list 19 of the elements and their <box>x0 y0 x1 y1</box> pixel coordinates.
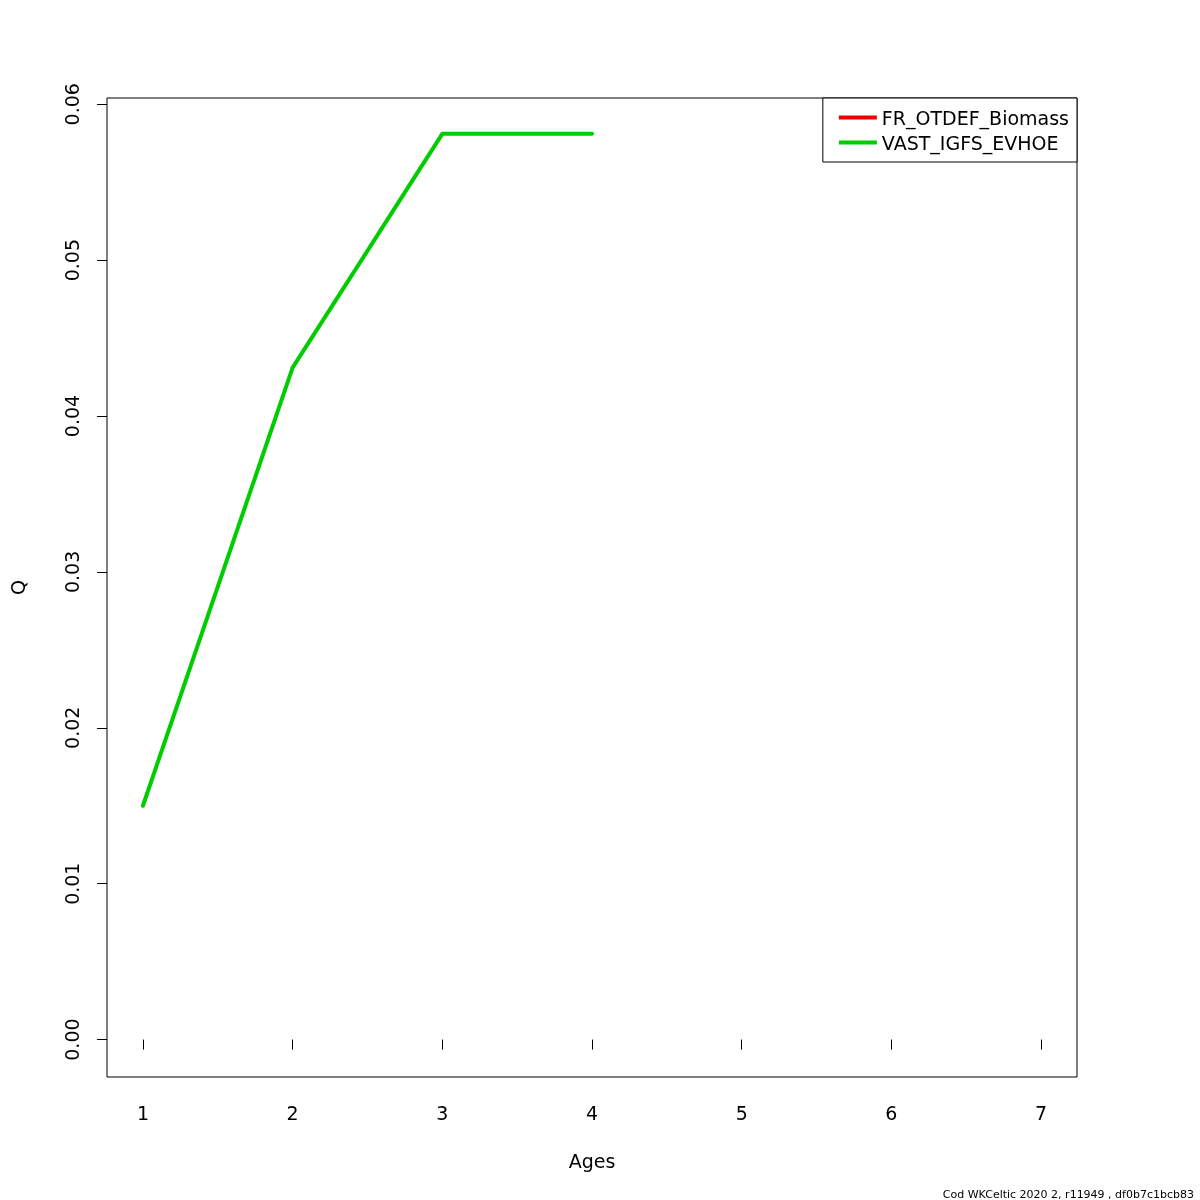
y-tick-label: 0.02 <box>60 706 83 749</box>
y-tick-label: 0.05 <box>60 238 83 282</box>
x-tick-label: 3 <box>436 1101 449 1124</box>
x-tick-label: 7 <box>1035 1101 1048 1124</box>
y-tick-label: 0.04 <box>60 394 83 438</box>
x-axis-title: Ages <box>568 1149 616 1172</box>
x-tick-label: 1 <box>136 1101 149 1124</box>
x-tick-label: 5 <box>735 1101 748 1124</box>
text: Cod WKCeltic 2020 2, r11949 , df0b7c1bcb83 <box>942 1188 1195 1200</box>
y-axis-title: Q <box>6 580 29 595</box>
y-tick-label: 0.06 <box>60 83 83 126</box>
legend-label: VAST_IGFS_EVHOE <box>881 131 1059 155</box>
x-tick-label: 4 <box>585 1101 599 1124</box>
x-tick-label: 6 <box>885 1101 898 1124</box>
y-tick-label: 0.03 <box>60 550 83 594</box>
legend-label: FR_OTDEF_Biomass <box>881 106 1070 130</box>
x-tick-label: 2 <box>286 1101 299 1124</box>
y-tick-label: 0.01 <box>60 862 83 905</box>
y-tick-label: 0.00 <box>60 1018 83 1061</box>
